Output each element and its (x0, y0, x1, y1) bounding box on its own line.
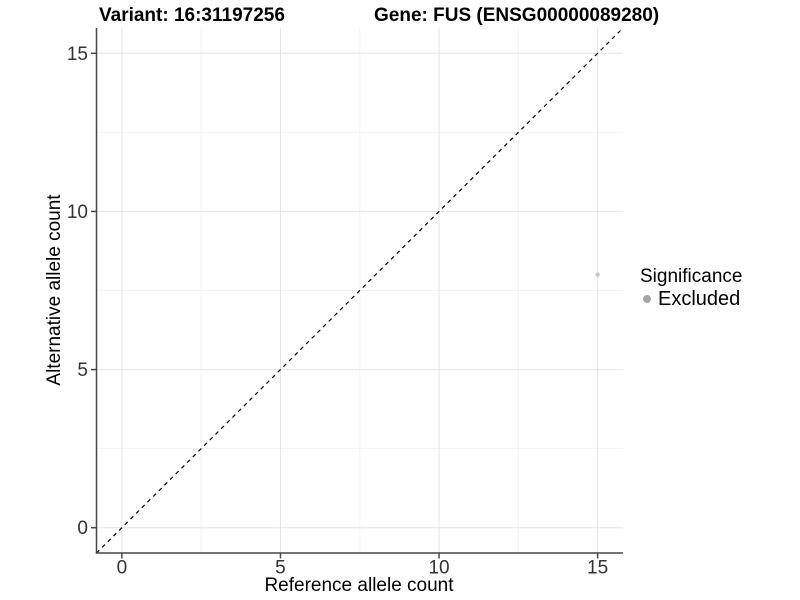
y-tick-label: 5 (77, 360, 88, 381)
legend-point-icon (643, 295, 651, 303)
legend-item: Excluded (640, 288, 742, 310)
x-tick-label: 0 (117, 558, 128, 579)
legend-item-label: Excluded (658, 288, 741, 310)
y-tick-label: 0 (77, 518, 88, 539)
legend-title: Significance (640, 266, 743, 287)
y-tick-label: 10 (67, 202, 88, 223)
y-axis-title: Alternative allele count (44, 194, 65, 386)
data-point (595, 272, 600, 277)
x-axis-title: Reference allele count (264, 575, 454, 596)
x-tick-label: 10 (428, 558, 449, 579)
x-tick-label: 5 (275, 558, 286, 579)
variant-title: Variant: 16:31197256 (99, 5, 285, 26)
legend: Significance Excluded (640, 266, 742, 310)
y-tick-label: 15 (67, 44, 88, 65)
gene-title: Gene: FUS (ENSG00000089280) (374, 5, 660, 26)
legend-items: Excluded (640, 288, 742, 310)
x-tick-label: 15 (587, 558, 608, 579)
identity-line (96, 27, 624, 554)
